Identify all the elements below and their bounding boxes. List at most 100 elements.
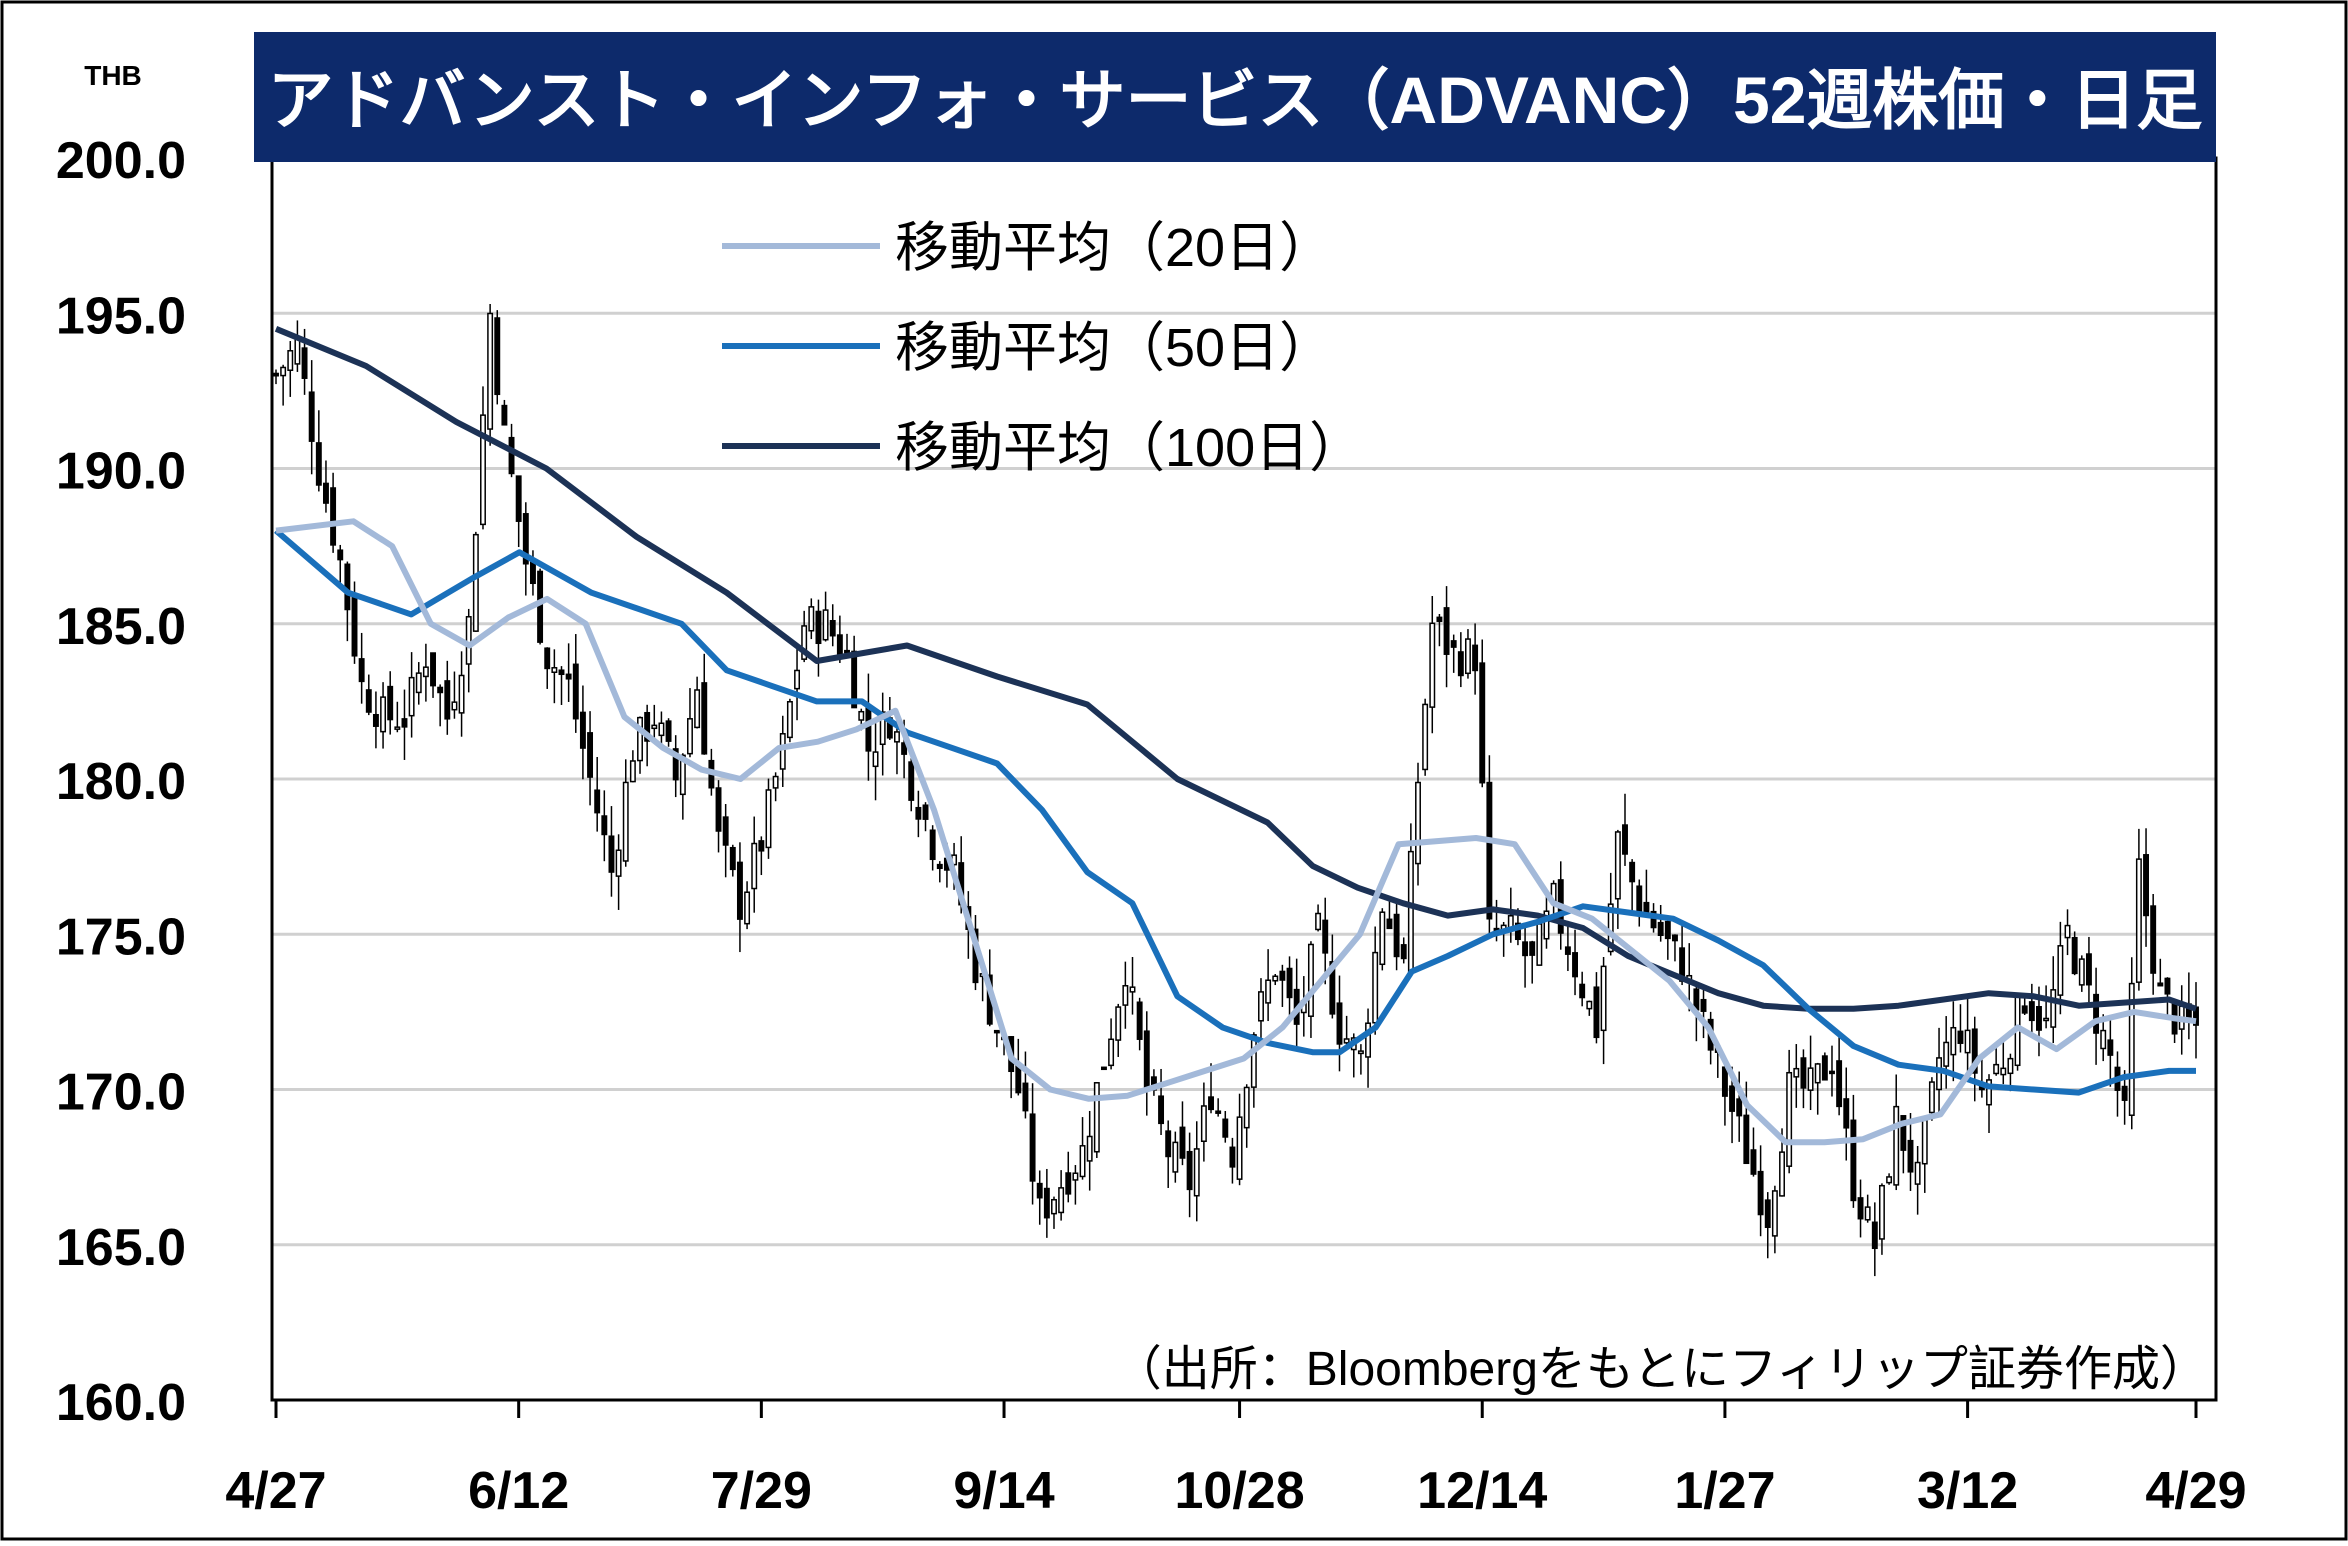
candle <box>1386 899 1393 930</box>
candle-body <box>1700 998 1707 1012</box>
candle <box>1158 1068 1165 1135</box>
candle-body <box>844 649 850 654</box>
candle-body <box>1015 1064 1022 1094</box>
candle-body <box>2021 1005 2028 1014</box>
candle-body <box>1671 934 1678 942</box>
candle-body <box>444 680 451 720</box>
candle-body <box>629 760 636 783</box>
candle <box>1079 1117 1086 1180</box>
candle-body <box>1307 943 1314 1017</box>
candle <box>1200 1082 1207 1162</box>
candle-body <box>1736 1098 1743 1117</box>
candle-body <box>1193 1148 1200 1197</box>
candle <box>844 633 850 655</box>
candle <box>615 834 622 910</box>
candle-body <box>1829 1070 1835 1075</box>
candle <box>1236 1093 1243 1186</box>
candle-body <box>1564 946 1571 955</box>
candle-body <box>1871 1221 1878 1250</box>
candle <box>1529 940 1536 984</box>
candle-body <box>1465 638 1471 675</box>
candle <box>2143 828 2149 947</box>
candle-body <box>1036 1182 1043 1199</box>
candle <box>394 701 401 733</box>
candle-body <box>287 350 294 371</box>
candle <box>794 644 801 721</box>
candle-body <box>537 570 544 643</box>
candle-body <box>1265 979 1272 1004</box>
candle-body <box>387 685 394 721</box>
x-tick-label: 4/27 <box>225 1462 326 1520</box>
candle-body <box>779 733 786 770</box>
candle-body <box>1543 910 1550 940</box>
legend-item-ma100: 移動平均（100日） <box>722 418 1363 478</box>
candle-body <box>672 748 679 781</box>
candle <box>651 704 658 742</box>
candle <box>758 836 765 876</box>
candle-body <box>1750 1149 1757 1175</box>
candle <box>715 780 722 853</box>
candle-body <box>601 815 608 836</box>
candle-body <box>658 722 665 737</box>
candle <box>1472 623 1479 695</box>
candle-body <box>922 804 929 820</box>
candle-body <box>729 846 736 871</box>
candle-body <box>2071 936 2078 975</box>
candle-body <box>1022 1082 1029 1112</box>
candle <box>751 816 758 913</box>
candle-body <box>1529 941 1536 956</box>
candle-body <box>1200 1105 1207 1143</box>
candle <box>1108 1018 1115 1070</box>
candle-body <box>1514 922 1521 941</box>
y-tick-label: 190.0 <box>56 443 186 501</box>
candle <box>544 647 551 689</box>
candle <box>422 643 429 702</box>
candle-body <box>1372 951 1379 1024</box>
candle <box>2150 893 2157 995</box>
candle <box>1100 1066 1107 1071</box>
candle-body <box>365 689 372 713</box>
candle <box>287 341 294 397</box>
candle <box>515 475 522 548</box>
candle <box>929 825 936 871</box>
candle-body <box>1186 1150 1193 1191</box>
x-tick-label: 7/29 <box>711 1462 812 1520</box>
candle-body <box>1336 1002 1343 1045</box>
candle-body <box>2050 989 2057 1028</box>
legend: 移動平均（20日） 移動平均（50日） 移動平均（100日） <box>722 218 1363 478</box>
candle-body <box>694 689 701 729</box>
candle-body <box>1522 941 1529 957</box>
candle-body <box>1836 1060 1843 1108</box>
candle-body <box>494 317 501 396</box>
candle-body <box>1443 607 1450 655</box>
x-tick-label: 3/12 <box>1917 1462 2018 1520</box>
candle-body <box>929 829 936 861</box>
candle-body <box>936 863 943 870</box>
candle <box>1393 902 1400 971</box>
candle <box>1743 1081 1750 1165</box>
candle-body <box>801 625 808 660</box>
y-tick-label: 175.0 <box>56 908 186 966</box>
candle <box>1072 1165 1079 1205</box>
candle <box>1522 926 1529 988</box>
candle <box>415 662 422 705</box>
candle-body <box>1129 986 1136 993</box>
candle-body <box>1343 1038 1350 1044</box>
candle <box>1115 1003 1122 1057</box>
candle-body <box>358 658 365 683</box>
candle <box>694 676 701 729</box>
candle-body <box>1857 1197 1864 1220</box>
candle <box>1757 1145 1764 1237</box>
candle-body <box>1286 967 1293 999</box>
candle <box>2078 955 2085 992</box>
candle-body <box>715 787 722 832</box>
candle <box>2021 995 2028 1015</box>
candle-body <box>608 835 615 873</box>
x-tick-label: 12/14 <box>1417 1462 1547 1520</box>
candle <box>744 881 751 930</box>
candle-body <box>1779 1151 1785 1197</box>
candle <box>1457 632 1464 688</box>
candle <box>444 660 451 735</box>
candle <box>487 303 494 446</box>
candle <box>1843 1067 1850 1161</box>
